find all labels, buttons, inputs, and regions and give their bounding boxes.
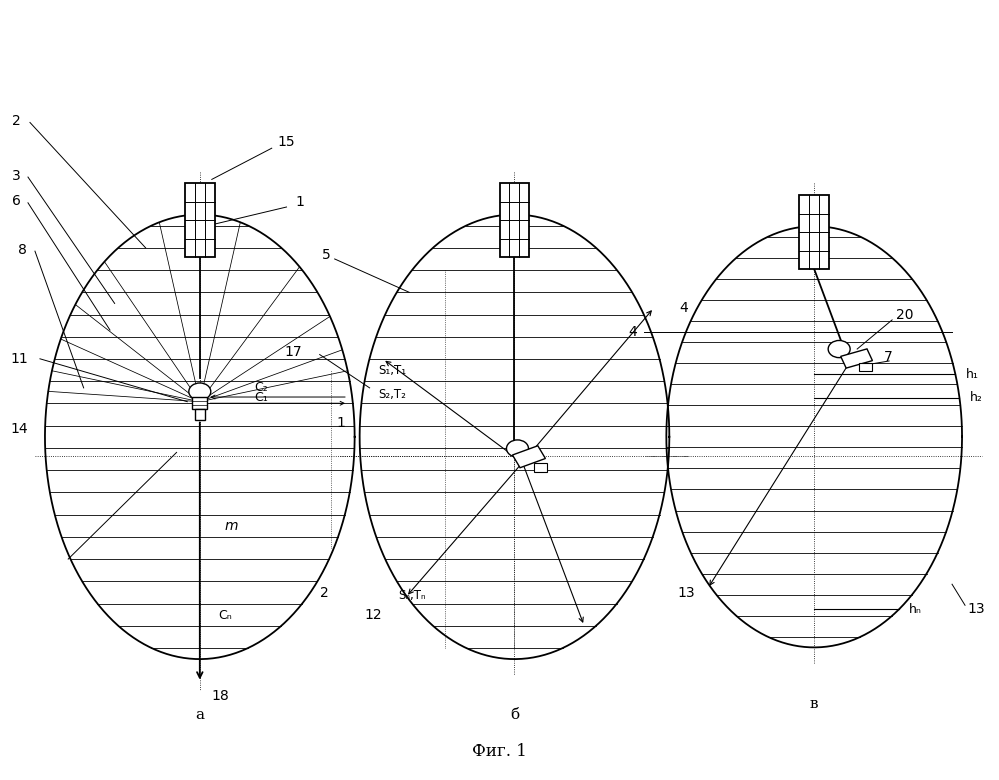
Bar — [500, 183, 529, 257]
Text: 14: 14 — [10, 422, 28, 436]
Bar — [859, 363, 872, 371]
Circle shape — [828, 340, 850, 357]
Text: 5: 5 — [322, 247, 331, 261]
Text: б: б — [509, 708, 519, 722]
Text: 18: 18 — [212, 689, 230, 703]
Bar — [799, 195, 829, 269]
Bar — [534, 463, 547, 472]
Circle shape — [506, 440, 528, 457]
Text: а: а — [195, 708, 205, 722]
Text: 13: 13 — [677, 586, 695, 600]
Text: Фиг. 1: Фиг. 1 — [473, 743, 526, 760]
Text: 3: 3 — [12, 168, 21, 183]
Text: 7: 7 — [884, 349, 893, 363]
Text: 17: 17 — [285, 346, 303, 360]
Circle shape — [189, 383, 211, 400]
Text: 15: 15 — [278, 135, 296, 149]
Bar — [841, 349, 872, 368]
Text: 2: 2 — [320, 586, 329, 600]
Text: C₁: C₁ — [255, 391, 269, 403]
Text: 4: 4 — [628, 324, 637, 339]
Text: 6: 6 — [12, 194, 21, 208]
Text: C₂: C₂ — [255, 381, 269, 394]
Text: S₂,T₂: S₂,T₂ — [379, 388, 407, 401]
Bar — [195, 409, 205, 420]
Text: h₂: h₂ — [969, 392, 982, 404]
Text: hₙ: hₙ — [909, 603, 922, 616]
Text: Cₙ: Cₙ — [218, 609, 232, 622]
Text: 8: 8 — [18, 243, 27, 257]
Text: 2: 2 — [12, 114, 21, 128]
Text: 13: 13 — [967, 602, 985, 616]
Text: Sₙ,Tₙ: Sₙ,Tₙ — [399, 589, 426, 602]
Text: m: m — [225, 519, 239, 534]
Bar — [185, 183, 215, 257]
Text: 4: 4 — [679, 301, 688, 315]
Text: S₁,T₁: S₁,T₁ — [379, 364, 407, 378]
Text: 11: 11 — [10, 352, 28, 366]
Text: в: в — [810, 697, 818, 711]
Text: 1: 1 — [336, 416, 345, 430]
Text: h₁: h₁ — [965, 368, 978, 381]
Text: 1: 1 — [296, 194, 305, 208]
Text: 12: 12 — [365, 608, 383, 622]
Text: 20: 20 — [896, 307, 914, 321]
Bar — [192, 397, 208, 409]
Bar — [512, 445, 545, 468]
